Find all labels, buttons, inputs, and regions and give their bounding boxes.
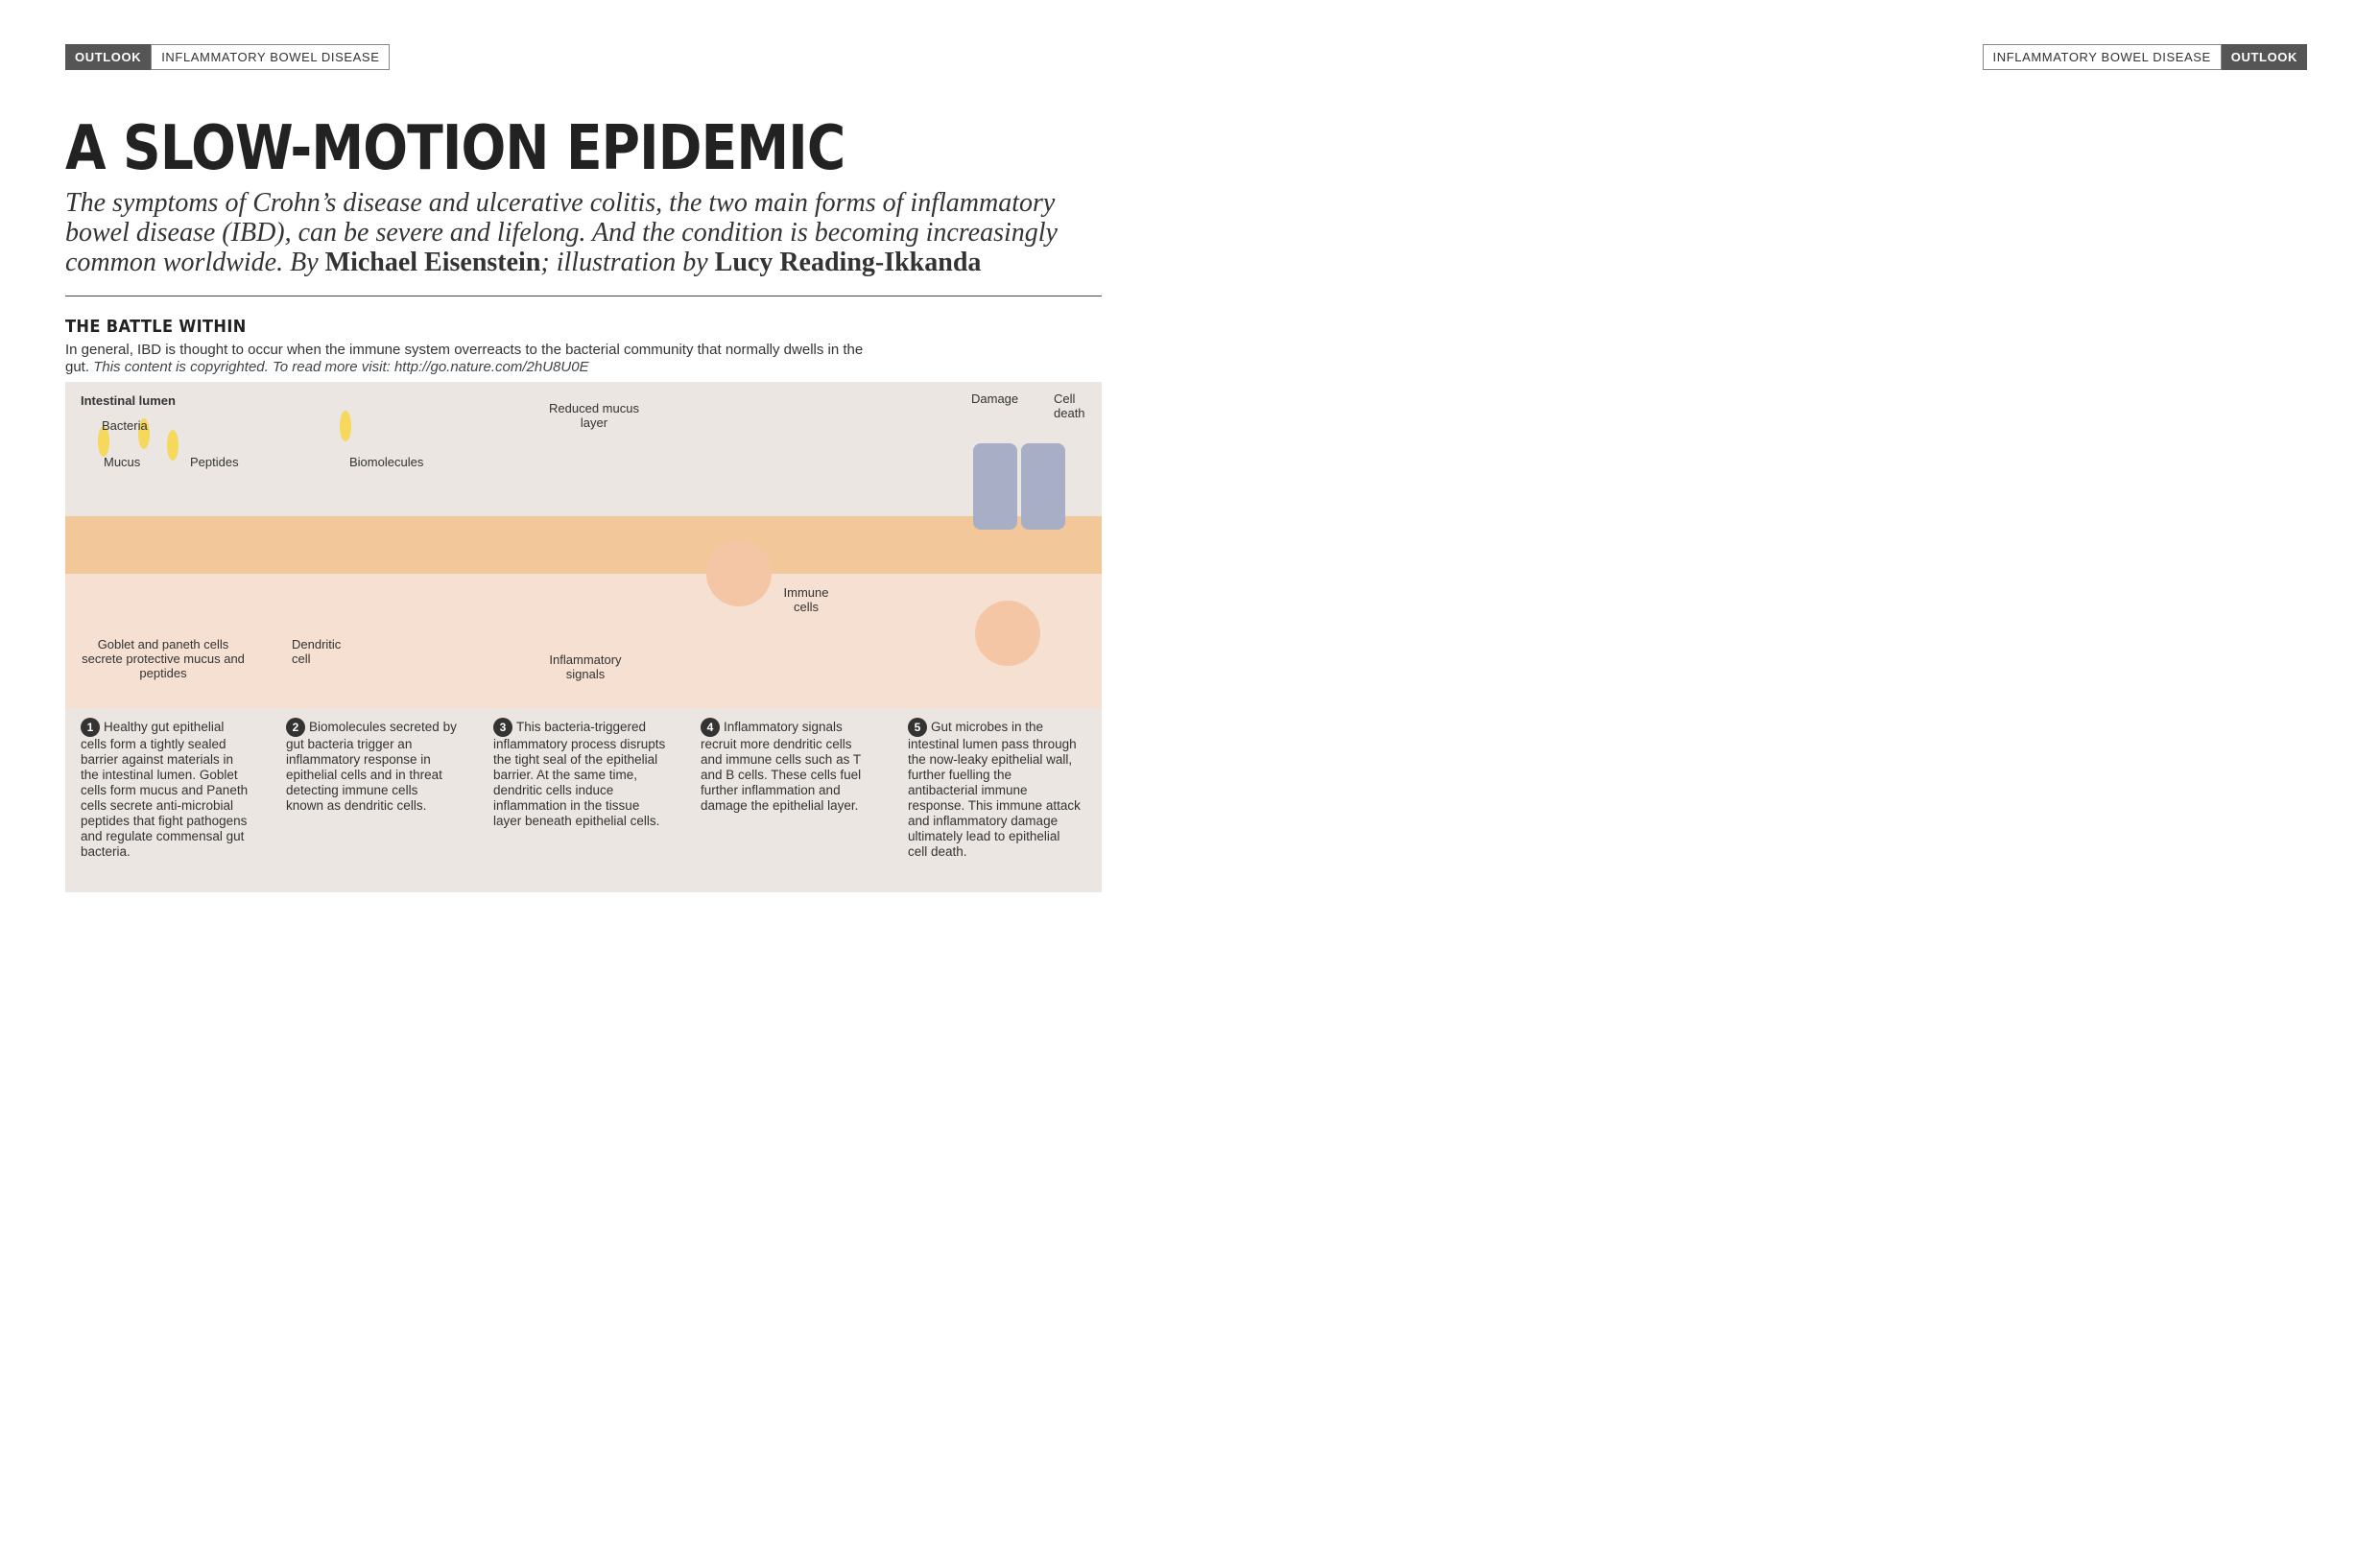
label-mucus: Mucus: [104, 455, 141, 469]
page-title: A SLOW-MOTION EPIDEMIC: [65, 113, 845, 184]
standfirst: The symptoms of Crohn’s disease and ulce…: [65, 188, 1058, 277]
author: Michael Eisenstein: [324, 248, 541, 277]
standfirst-text: The symptoms of Crohn’s disease and ulce…: [65, 188, 1058, 277]
copyright-note: This content is copyrighted. To read mor…: [93, 359, 589, 375]
epithelium-illustration: [65, 411, 1102, 708]
topic-label: INFLAMMATORY BOWEL DISEASE: [151, 44, 391, 70]
battle-step-3: 3 This bacteria-triggered inflammatory pr…: [493, 718, 666, 828]
label-peptides: Peptides: [190, 455, 239, 469]
section-label: OUTLOOK: [2221, 44, 2307, 70]
battle-step-5: 5 Gut microbes in the intestinal lumen pa…: [908, 718, 1081, 859]
label-goblet: Goblet and paneth cells secrete protecti…: [82, 637, 245, 680]
label-cell-death: Cell death: [1054, 391, 1085, 420]
label-lumen: Intestinal lumen: [81, 393, 176, 408]
battle-intro: In general, IBD is thought to occur when…: [65, 342, 864, 375]
label-dendritic: Dendritic cell: [292, 637, 342, 666]
battle-step-2: 2 Biomolecules secreted by gut bacteria t…: [286, 718, 457, 813]
battle-heading: THE BATTLE WITHIN: [65, 317, 247, 337]
label-reduced-mucus: Reduced mucus layer: [549, 401, 639, 430]
topic-label: INFLAMMATORY BOWEL DISEASE: [1982, 44, 2222, 70]
epithelial-layer: [65, 516, 1102, 708]
battle-step-4: 4 Inflammatory signals recruit more dendr…: [701, 718, 862, 813]
battle-panel: Intestinal lumen Bacteria Mucus Peptides…: [65, 382, 1102, 892]
header-tag-left: OUTLOOK INFLAMMATORY BOWEL DISEASE: [65, 44, 391, 70]
immune-cells: [706, 541, 1040, 666]
battle-step-1: 1 Healthy gut epithelial cells form a tig…: [81, 718, 249, 859]
label-biomolecules: Biomolecules: [349, 455, 424, 469]
illustrator: Lucy Reading-Ikkanda: [714, 248, 982, 277]
section-label: OUTLOOK: [65, 44, 152, 70]
label-immune-cells: Immune cells: [783, 585, 829, 614]
damaged-cells: [973, 443, 1065, 530]
label-damage: Damage: [971, 391, 1019, 406]
label-inflam-signals: Inflammatory signals: [549, 652, 622, 681]
label-bacteria: Bacteria: [102, 418, 148, 433]
bacteria-cluster: [98, 411, 351, 461]
header-tag-right: INFLAMMATORY BOWEL DISEASE OUTLOOK: [1982, 44, 2307, 70]
